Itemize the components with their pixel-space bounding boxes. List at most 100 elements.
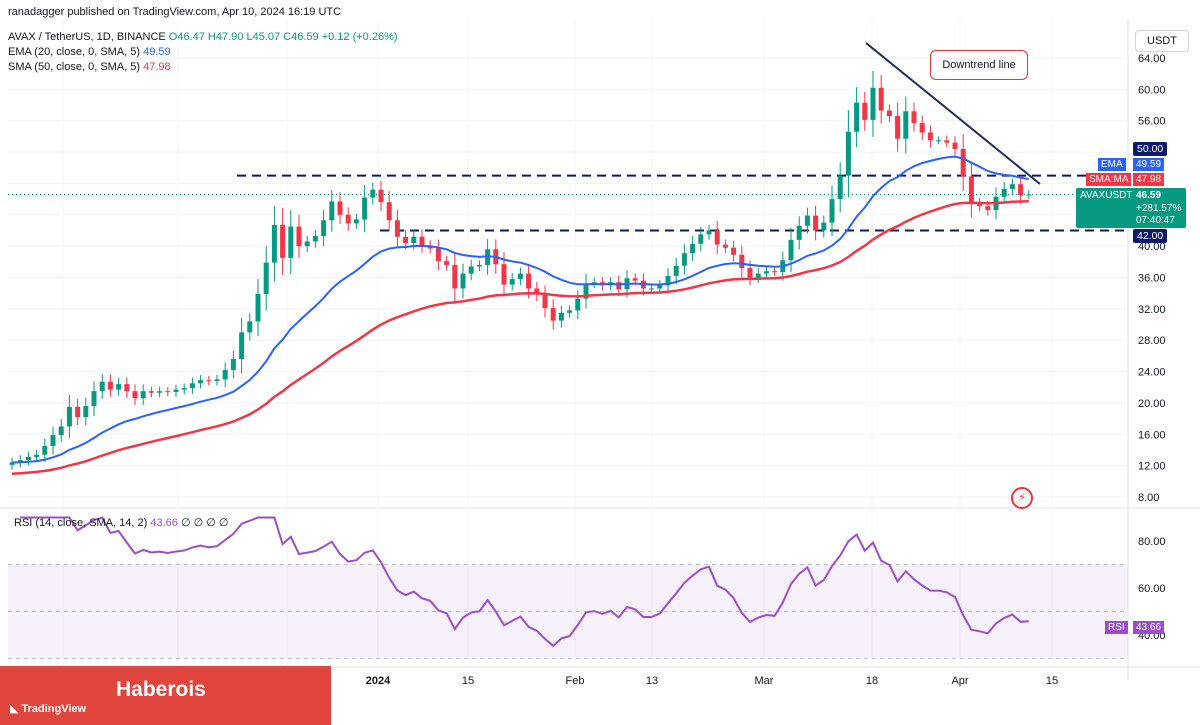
candle-body <box>788 239 794 261</box>
candle-body <box>444 261 450 265</box>
candle-body <box>706 230 712 235</box>
candle-body <box>288 226 294 258</box>
candle-body <box>944 140 950 143</box>
sma-tag: SMA:MA <box>1086 173 1132 186</box>
candle-body <box>403 236 409 244</box>
rsi-path <box>20 516 1029 648</box>
candle-body <box>222 370 228 380</box>
candle-body <box>198 380 204 384</box>
candle-body <box>862 102 868 120</box>
candle-body <box>673 265 679 276</box>
currency-button[interactable]: USDT <box>1135 30 1189 52</box>
candle-body <box>796 225 802 240</box>
candle-body <box>542 294 548 309</box>
time-tick-label: 18 <box>866 675 878 687</box>
price-tick-label: 32.00 <box>1138 304 1166 316</box>
last-price-box: AVAXUSDT 46.59 +281.57% 07:40:47 <box>1076 188 1186 228</box>
change-percent: +281.57% <box>1136 203 1182 214</box>
candle-body <box>517 273 523 280</box>
candle-body <box>9 462 15 465</box>
ema-20-line <box>11 155 1029 464</box>
rsi-tick-label: 80.00 <box>1138 536 1166 548</box>
candle-body <box>878 87 884 111</box>
candle-body <box>837 175 843 200</box>
candle-body <box>722 244 728 248</box>
candle-body <box>468 266 474 274</box>
candle-body <box>476 264 482 267</box>
candle-body <box>821 222 827 231</box>
candle-body <box>739 254 745 269</box>
candle-body <box>911 111 917 124</box>
price-tick-label: 64.00 <box>1138 53 1166 65</box>
tradingview-logo: ◣ TradingView <box>10 702 86 715</box>
tv-logo-icon: ◣ <box>10 703 22 715</box>
candle-body <box>952 142 958 149</box>
time-tick-label: Feb <box>566 675 585 687</box>
candle-body <box>337 201 343 215</box>
replay-icon[interactable]: ⚡ <box>1011 487 1033 509</box>
sma-legend[interactable]: SMA (50, close, 0, SMA, 5) 47.98 <box>8 61 171 73</box>
candle-body <box>206 380 212 382</box>
candle-body <box>936 140 942 142</box>
price-tick-label: 28.00 <box>1138 335 1166 347</box>
candle-body <box>329 201 335 221</box>
candle-body <box>591 282 597 284</box>
candle-body <box>698 234 704 244</box>
candle-body <box>189 383 195 389</box>
time-tick-label: 15 <box>462 675 474 687</box>
candle-body <box>509 279 515 285</box>
candle-body <box>411 236 417 244</box>
candle-body <box>731 247 737 255</box>
symbol-title: AVAX / TetherUS, 1D, BINANCE <box>8 31 166 43</box>
candle-body <box>304 241 310 247</box>
price-tick-label: 40.00 <box>1138 241 1166 253</box>
candle-body <box>181 388 187 390</box>
candle-body <box>66 406 72 427</box>
ema-legend-label: EMA (20, close, 0, SMA, 5) <box>8 46 141 58</box>
candle-body <box>345 214 351 224</box>
candle-body <box>845 131 851 176</box>
candle-body <box>132 391 138 399</box>
candle-body <box>148 391 154 393</box>
price-tick-label: 8.00 <box>1138 492 1159 504</box>
candle-body <box>91 391 97 407</box>
candle-body <box>312 235 318 242</box>
candle-body <box>173 389 179 392</box>
candle-body <box>1018 184 1024 196</box>
candle-body <box>353 219 359 224</box>
ema-tag: EMA <box>1098 158 1126 171</box>
candle-body <box>50 435 56 447</box>
candle-body <box>435 248 441 262</box>
price-axis: 64.00 60.00 56.00 40.00 36.00 32.00 28.00 24.00… <box>1127 20 1166 680</box>
sma-50-line <box>11 199 1029 476</box>
candle-body <box>657 285 663 289</box>
rsi-line <box>20 516 1029 648</box>
candle-body <box>271 224 277 263</box>
rsi-legend[interactable]: RSI (14, close, SMA, 14, 2) 43.66 ∅ ∅ ∅ … <box>14 516 228 529</box>
candle-body <box>927 132 933 141</box>
candle-body <box>755 273 761 278</box>
candle-body <box>665 275 671 286</box>
ema-legend[interactable]: EMA (20, close, 0, SMA, 5) 49.59 <box>8 46 171 58</box>
candle-body <box>968 176 974 204</box>
candle-body <box>34 454 40 458</box>
candle-body <box>895 116 901 139</box>
price-tick-label: 56.00 <box>1138 116 1166 128</box>
bar-countdown: 07:40:47 <box>1136 215 1175 226</box>
candle-body <box>230 359 236 371</box>
candle-body <box>239 332 245 360</box>
candle-body <box>772 271 778 273</box>
downtrend-line <box>865 42 1041 185</box>
candle-body <box>632 278 638 281</box>
ohlc-values: O46.47 H47.90 L45.07 C46.59 +0.12 (+0.26… <box>168 31 398 43</box>
candle-body <box>99 381 105 392</box>
candle-body <box>870 87 876 120</box>
rsi-label: RSI (14, close, SMA, 14, 2) <box>14 517 148 529</box>
lower-level-label: 42.00 <box>1133 229 1168 243</box>
candle-body <box>83 406 89 418</box>
time-tick-label: 13 <box>646 675 658 687</box>
candle-body <box>247 321 253 333</box>
brand-text: Haberois <box>116 678 206 701</box>
candle-body <box>583 283 589 299</box>
